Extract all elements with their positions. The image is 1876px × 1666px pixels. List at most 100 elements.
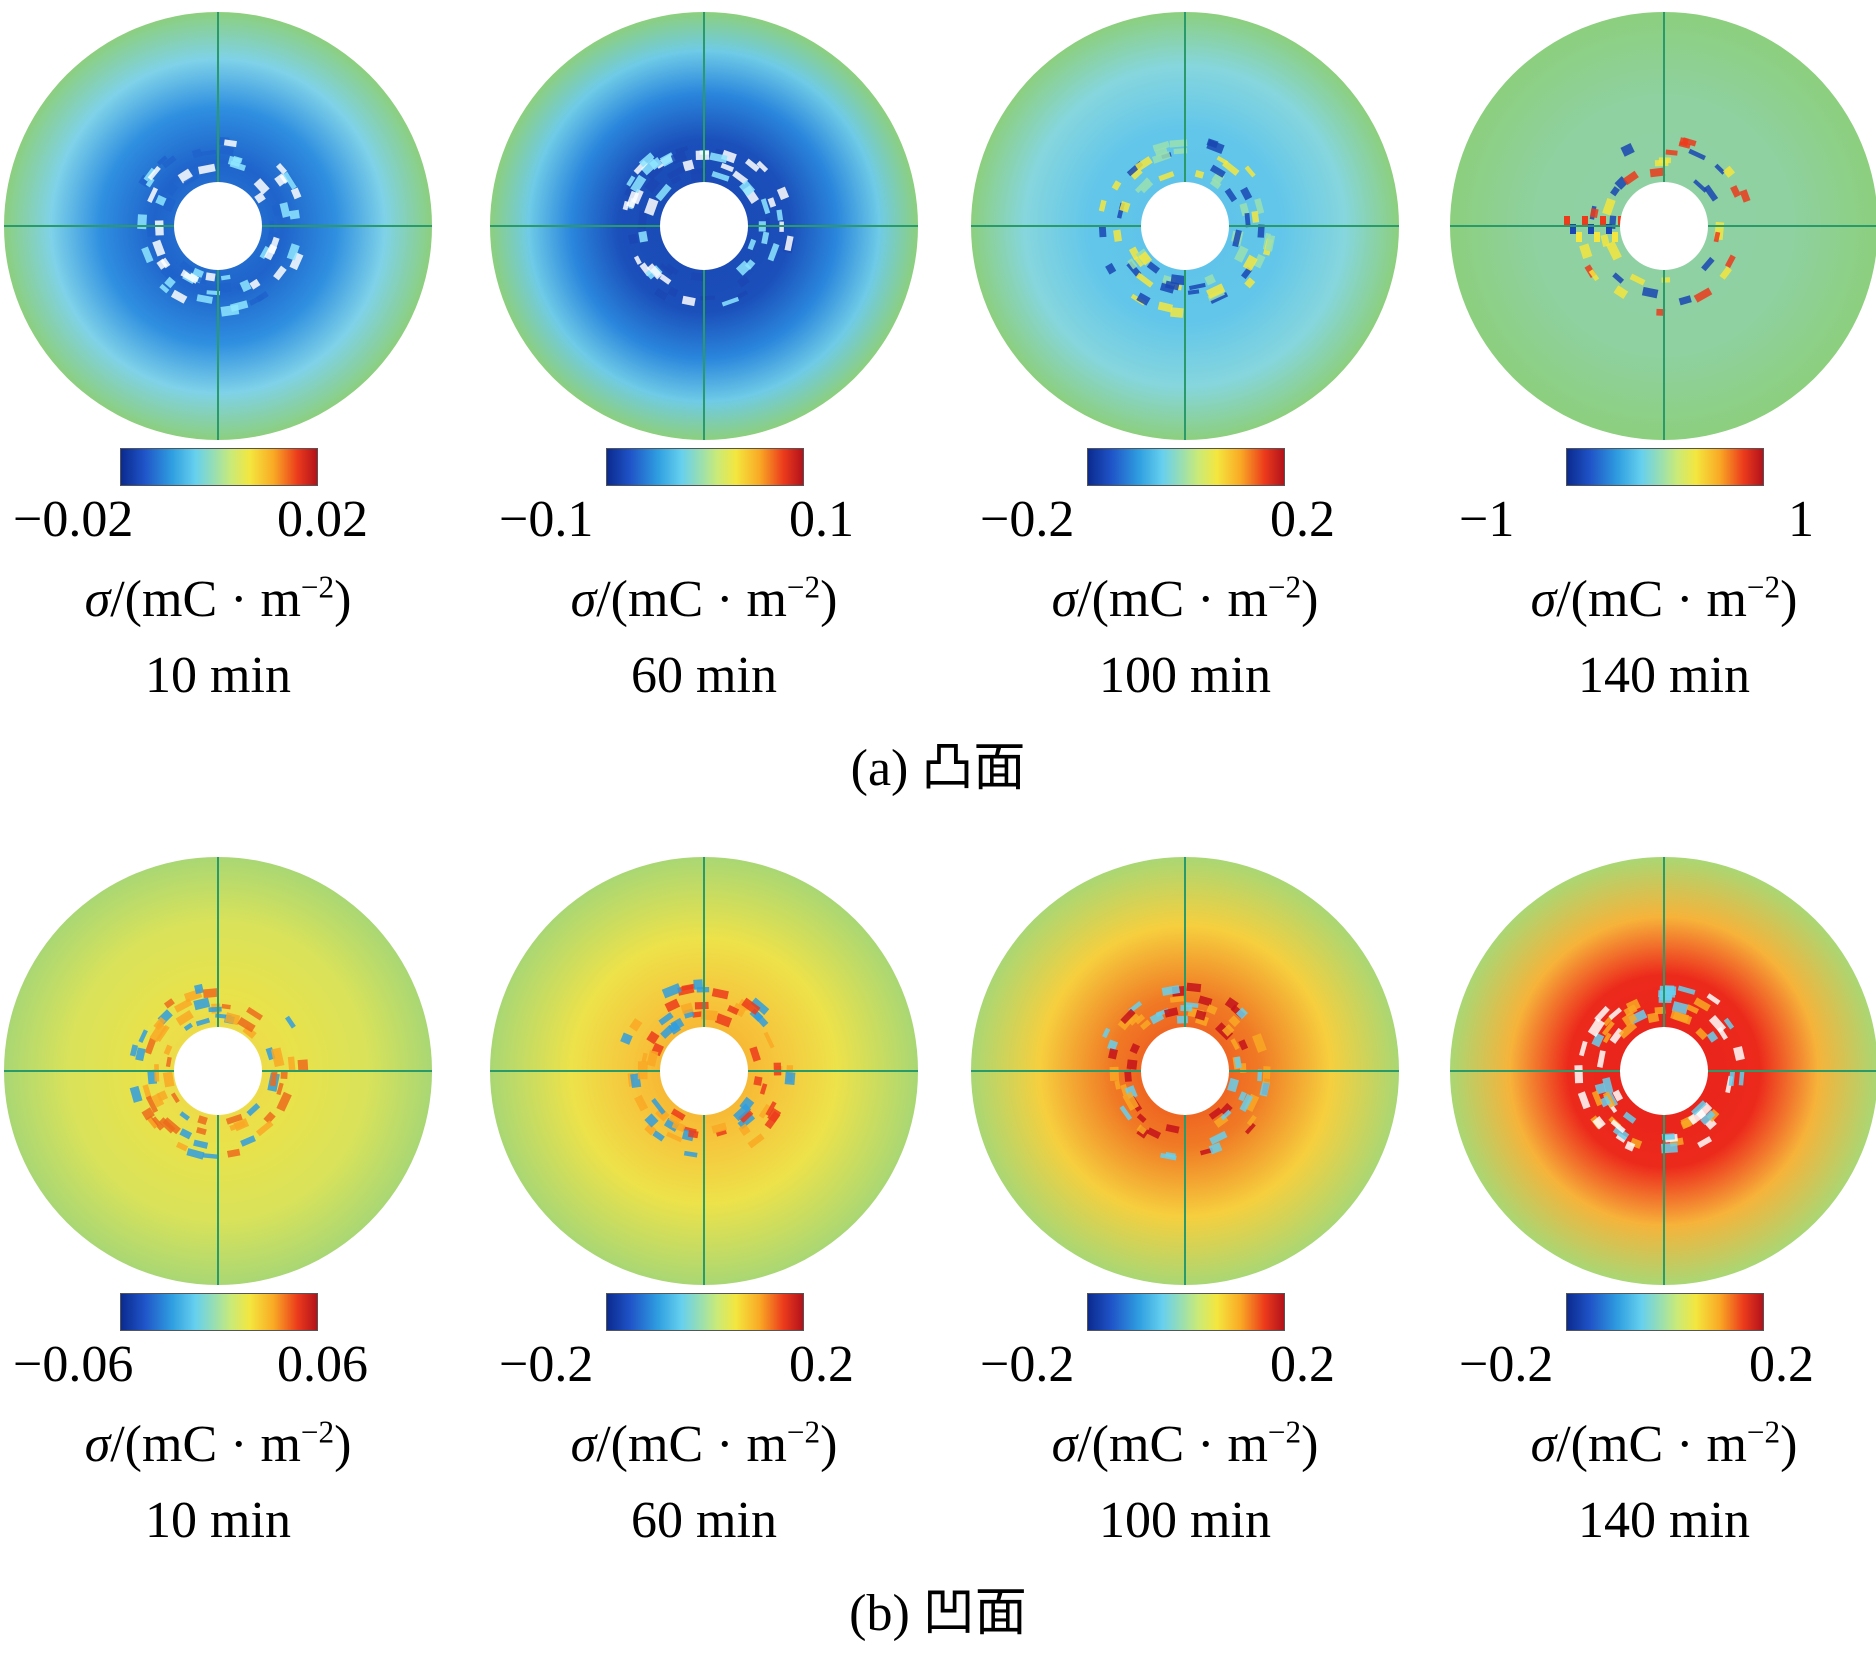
speckle-mark xyxy=(634,1094,649,1112)
speckle-mark xyxy=(227,155,242,167)
speckle-mark xyxy=(1622,1111,1637,1124)
colorbar-min-label: −0.2 xyxy=(1459,1336,1554,1393)
colorbar-min-label: −0.2 xyxy=(980,491,1075,548)
speckle-mark xyxy=(263,1111,276,1124)
speckle-mark xyxy=(1108,1048,1119,1060)
speckle-mark xyxy=(1114,1080,1121,1090)
speckle-mark xyxy=(1146,261,1161,274)
unit-label: σ/(mC · m−2) xyxy=(84,569,352,628)
speckle-mark xyxy=(773,1062,782,1076)
speckle-mark xyxy=(1251,210,1260,223)
speckle-mark xyxy=(644,1113,659,1128)
center-hole xyxy=(174,1027,262,1115)
speckle-mark xyxy=(661,983,682,999)
speckle-mark xyxy=(1234,245,1249,263)
speckle-mark xyxy=(741,997,761,1016)
speckle-mark xyxy=(660,1024,675,1039)
speckle-mark xyxy=(711,988,729,1000)
speckle-mark xyxy=(1187,289,1200,295)
center-hole xyxy=(174,182,262,270)
speckle-mark xyxy=(1687,1108,1707,1125)
speckle-mark xyxy=(1599,1095,1612,1108)
speckle-mark xyxy=(628,233,638,245)
speckle-mark xyxy=(1730,185,1741,198)
speckle-mark xyxy=(1656,308,1666,316)
speckle-mark xyxy=(225,1113,243,1125)
speckle-mark xyxy=(675,146,689,154)
colorbar xyxy=(120,448,318,486)
colorbar-max-label: 0.2 xyxy=(1270,1336,1335,1393)
charge-density-disk xyxy=(971,857,1399,1285)
speckle-mark xyxy=(200,149,216,156)
speckle-mark xyxy=(1677,985,1696,995)
speckle-mark xyxy=(646,263,663,280)
speckle-mark xyxy=(138,1029,148,1043)
speckle-mark xyxy=(240,1135,256,1147)
speckle-mark xyxy=(150,1116,165,1131)
speckle-mark xyxy=(297,1059,309,1072)
speckle-mark xyxy=(1158,171,1175,182)
speckle-mark xyxy=(253,178,270,195)
speckle-mark xyxy=(631,188,644,205)
speckle-mark xyxy=(1591,1032,1605,1048)
speckle-mark xyxy=(179,1128,193,1140)
speckle-mark xyxy=(1693,287,1713,303)
speckle-mark xyxy=(637,210,648,230)
speckle-mark xyxy=(1227,1077,1240,1093)
speckle-mark xyxy=(155,194,167,207)
speckle-mark xyxy=(205,272,216,282)
speckle-mark xyxy=(692,1011,703,1018)
speckle-mark xyxy=(1244,1122,1256,1135)
speckle-mark xyxy=(1265,234,1276,252)
colorbar-min-label: −0.2 xyxy=(499,1336,594,1393)
speckle-mark xyxy=(1240,186,1253,201)
speckle-mark xyxy=(1244,212,1251,228)
speckle-mark xyxy=(162,197,177,213)
center-hole xyxy=(1141,1027,1229,1115)
speckle-mark xyxy=(1098,199,1107,212)
speckle-mark xyxy=(659,263,674,276)
speckle-mark xyxy=(208,1006,222,1013)
speckle-mark xyxy=(1613,285,1629,299)
speckle-mark xyxy=(1724,254,1736,269)
speckle-mark xyxy=(193,1139,209,1149)
speckle-mark xyxy=(141,246,154,264)
speckle-mark xyxy=(162,1071,175,1088)
colorbar-max-label: 0.06 xyxy=(277,1336,368,1393)
subfigure-caption: (b) 凹面 xyxy=(849,1585,1027,1642)
speckle-mark xyxy=(646,1030,660,1045)
center-hole xyxy=(1620,182,1708,270)
speckle-mark xyxy=(163,1044,173,1056)
speckle-mark xyxy=(683,1150,698,1158)
speckle-mark xyxy=(276,163,288,175)
speckle-mark xyxy=(1107,1039,1119,1051)
speckle-mark xyxy=(191,148,203,159)
charge-density-disk xyxy=(4,857,432,1285)
speckle-mark xyxy=(1259,1081,1270,1097)
speckle-mark xyxy=(160,265,179,283)
speckle-mark xyxy=(129,1085,143,1103)
speckle-mark xyxy=(767,197,777,208)
speckle-mark xyxy=(620,1032,633,1045)
colorbar xyxy=(1087,1293,1285,1331)
colorbar-max-label: 0.2 xyxy=(1270,491,1335,548)
speckle-mark xyxy=(186,1148,205,1160)
speckle-mark xyxy=(1102,1027,1111,1039)
speckle-mark xyxy=(271,204,282,217)
speckle-mark xyxy=(658,1012,674,1026)
speckle-mark xyxy=(290,187,302,200)
speckle-mark xyxy=(154,220,164,236)
speckle-mark xyxy=(1124,1069,1132,1082)
charge-density-disk xyxy=(1450,12,1876,440)
speckle-mark xyxy=(282,171,297,190)
colorbar xyxy=(1566,448,1764,486)
speckle-mark xyxy=(727,1004,740,1015)
speckle-mark xyxy=(1708,1014,1727,1034)
speckle-mark xyxy=(1602,1077,1614,1095)
speckle-mark xyxy=(276,1091,292,1112)
speckle-mark xyxy=(1603,1015,1613,1027)
colorbar-max-label: 0.2 xyxy=(789,1336,854,1393)
speckle-mark xyxy=(1713,231,1721,243)
speckle-mark xyxy=(1624,1141,1636,1152)
time-label: 60 min xyxy=(631,647,777,704)
